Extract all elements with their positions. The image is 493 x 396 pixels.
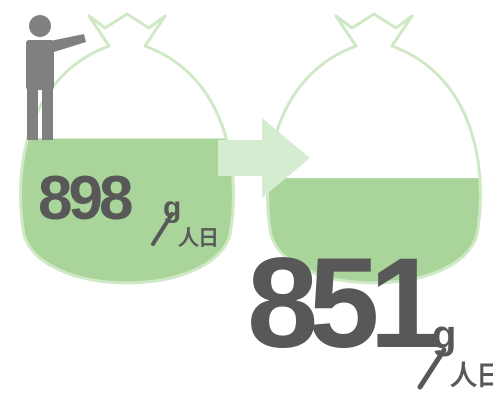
after-bag [266, 12, 482, 285]
before-slash [151, 212, 174, 246]
after-unit-per-person-day: 人日 [450, 361, 493, 391]
right-arrow-icon [218, 118, 310, 198]
before-value: 898 [38, 164, 133, 233]
after-unit-g: g [432, 313, 457, 357]
before-fill [20, 138, 234, 283]
before-bag-outline [19, 12, 235, 285]
before-unit-per-person-day: 人日 [178, 227, 219, 250]
person-pointing-icon [26, 15, 86, 140]
after-value: 851 [247, 232, 441, 375]
after-slash [417, 347, 447, 390]
before-unit-g: g [163, 191, 182, 224]
after-fill [267, 178, 481, 283]
before-bag [19, 12, 235, 285]
